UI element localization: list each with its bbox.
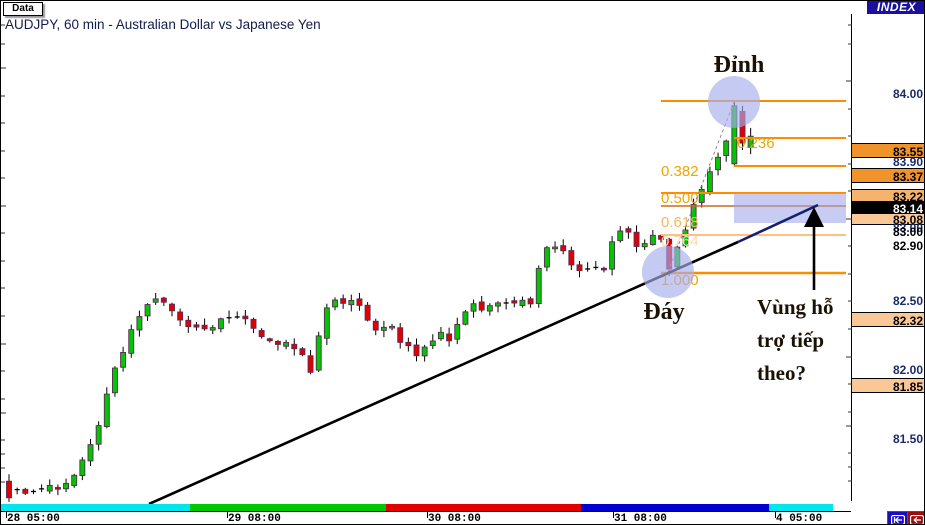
- svg-text:Đáy: Đáy: [643, 299, 684, 325]
- svg-text:0.500: 0.500: [661, 190, 699, 207]
- svg-text:0.618: 0.618: [661, 214, 699, 231]
- svg-text:trợ tiếp: trợ tiếp: [757, 328, 824, 352]
- svg-text:theo?: theo?: [757, 361, 806, 385]
- svg-text:0.382: 0.382: [661, 163, 699, 180]
- svg-text:0.236: 0.236: [737, 135, 775, 152]
- svg-text:Đỉnh: Đỉnh: [714, 52, 765, 78]
- svg-text:Vùng hỗ: Vùng hỗ: [757, 295, 833, 319]
